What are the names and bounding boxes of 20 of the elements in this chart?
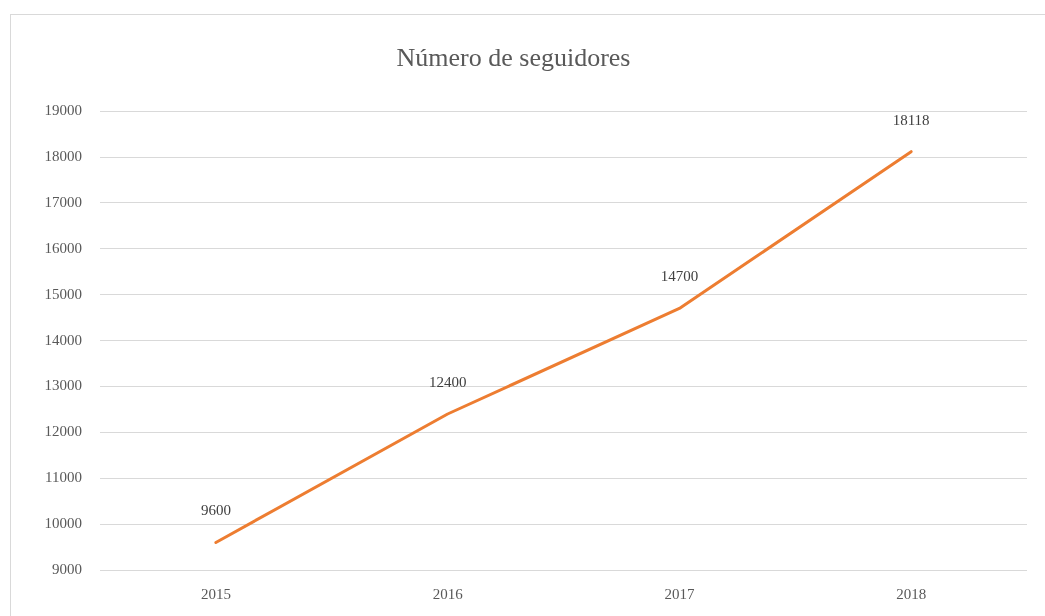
y-tick-label: 19000 [44,102,82,119]
data-label: 9600 [200,502,231,519]
y-tick-label: 12000 [44,423,82,440]
x-tick-label: 2017 [664,585,695,602]
data-label: 14700 [660,268,699,285]
x-tick-label: 2015 [200,585,231,602]
y-tick-label: 18000 [44,148,82,165]
y-tick-label: 15000 [44,285,82,302]
y-tick-label: 9000 [52,560,82,577]
y-tick-label: 13000 [44,377,82,394]
y-tick-label: 11000 [45,469,82,486]
y-tick-label: 10000 [44,515,82,532]
y-tick-label: 16000 [44,239,82,256]
x-tick-label: 2016 [432,585,464,602]
x-tick-label: 2018 [896,585,927,602]
data-label: 12400 [428,373,467,390]
y-tick-label: 17000 [44,193,82,210]
y-tick-label: 14000 [44,331,82,348]
chart-title: Número de seguidores [396,43,631,73]
data-label: 18118 [892,111,930,128]
